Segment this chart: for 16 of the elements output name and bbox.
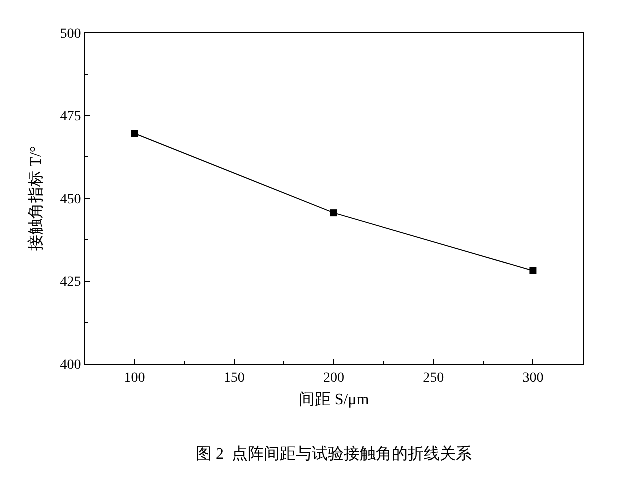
x-tick-label: 200 [324,370,344,386]
y-tick-label: 450 [60,192,82,208]
x-tick-label: 150 [224,370,245,386]
point [330,210,338,217]
y-tick-label: 475 [60,110,82,125]
y-tick-label: 400 [60,358,82,373]
point [530,267,537,274]
y-tick-label: 425 [60,275,82,290]
x-tick-label: 100 [124,370,146,386]
x-tick-label: 300 [522,370,544,386]
y-tick-label: 500 [60,26,82,42]
point [131,130,138,138]
caption: 图 2 点阵间距与试验接触角的折线关系 [196,445,472,463]
x-axis-title: 间距 S/μm [298,390,370,408]
x-tick-label: 250 [423,370,444,386]
y-axis-title: 接触角指标 T/° [27,146,46,251]
